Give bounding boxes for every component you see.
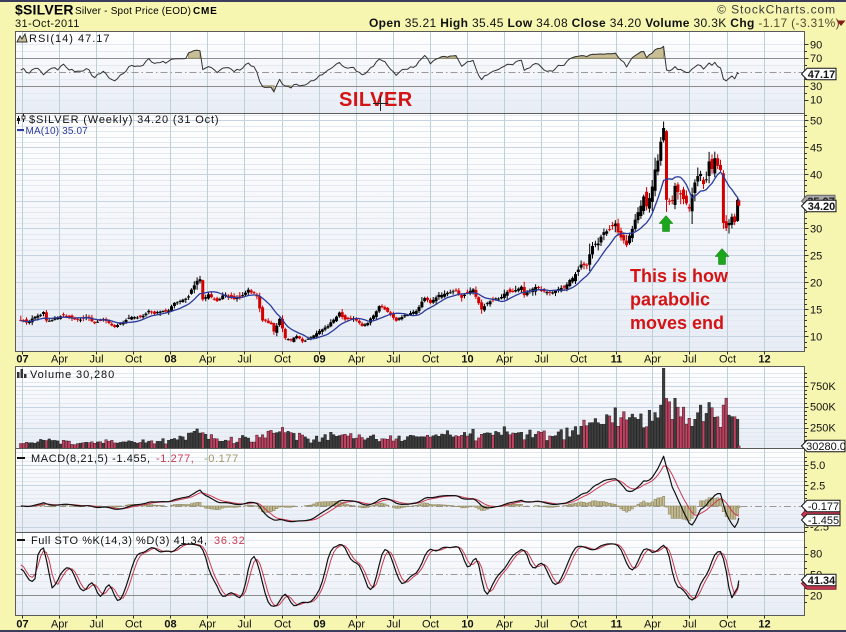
svg-text:Jul: Jul <box>534 619 548 631</box>
svg-text:-0.177: -0.177 <box>808 501 839 513</box>
svg-text:Apr: Apr <box>51 619 68 631</box>
svg-text:Oct: Oct <box>422 354 439 366</box>
svg-text:08: 08 <box>164 619 176 631</box>
svg-text:Oct: Oct <box>719 354 736 366</box>
svg-text:Apr: Apr <box>348 619 365 631</box>
svg-text:Apr: Apr <box>348 354 365 366</box>
svg-text:Oct: Oct <box>125 354 142 366</box>
svg-text:Jul: Jul <box>237 619 251 631</box>
svg-text:MA(10) 35.07: MA(10) 35.07 <box>26 126 89 137</box>
svg-text:Apr: Apr <box>644 354 661 366</box>
svg-text:Apr: Apr <box>644 619 661 631</box>
svg-text:Oct: Oct <box>422 619 439 631</box>
svg-text:11: 11 <box>611 619 623 631</box>
svg-text:09: 09 <box>313 354 325 366</box>
svg-text:-0.177: -0.177 <box>204 453 239 465</box>
svg-text:Apr: Apr <box>496 354 513 366</box>
svg-text:07: 07 <box>16 354 28 366</box>
svg-text:500K: 500K <box>810 402 836 414</box>
svg-text:30: 30 <box>810 81 822 93</box>
svg-text:Apr: Apr <box>199 354 216 366</box>
svg-text:90: 90 <box>810 40 822 52</box>
svg-text:12: 12 <box>758 619 770 631</box>
svg-text:07: 07 <box>16 619 28 631</box>
svg-text:$SILVER: $SILVER <box>15 2 74 18</box>
svg-text:09: 09 <box>313 619 325 631</box>
svg-text:Open 35.21 High 35.45 Low 34.0: Open 35.21 High 35.45 Low 34.08 Close 34… <box>369 16 840 30</box>
svg-text:Jul: Jul <box>386 619 400 631</box>
svg-text:Oct: Oct <box>274 619 291 631</box>
svg-text:$SILVER (Weekly) 34.20 (31 Oct: $SILVER (Weekly) 34.20 (31 Oct) <box>29 114 219 126</box>
svg-text:Jul: Jul <box>534 354 548 366</box>
svg-text:15: 15 <box>810 304 822 316</box>
svg-text:This is how: This is how <box>630 266 729 286</box>
svg-text:47.17: 47.17 <box>808 69 836 81</box>
svg-text:parabolic: parabolic <box>630 290 710 310</box>
svg-text:Oct: Oct <box>274 354 291 366</box>
svg-text:12: 12 <box>758 354 770 366</box>
svg-text:Oct: Oct <box>570 619 587 631</box>
svg-text:750K: 750K <box>810 381 836 393</box>
svg-text:Jul: Jul <box>237 354 251 366</box>
svg-text:41.34: 41.34 <box>808 575 836 587</box>
svg-text:20: 20 <box>810 277 822 289</box>
svg-text:RSI(14) 47.17: RSI(14) 47.17 <box>29 33 110 45</box>
svg-text:Jul: Jul <box>682 354 696 366</box>
svg-text:Jul: Jul <box>89 619 103 631</box>
svg-text:Apr: Apr <box>199 619 216 631</box>
svg-text:Oct: Oct <box>570 354 587 366</box>
svg-text:25: 25 <box>810 250 822 262</box>
svg-text:11: 11 <box>611 354 623 366</box>
svg-text:-1.455: -1.455 <box>808 515 839 527</box>
svg-text:-1.277,: -1.277, <box>156 453 194 465</box>
svg-text:Apr: Apr <box>496 619 513 631</box>
svg-text:Jul: Jul <box>682 619 696 631</box>
svg-text:40: 40 <box>810 169 822 181</box>
svg-text:80: 80 <box>810 549 822 561</box>
svg-text:SILVER: SILVER <box>339 89 413 111</box>
svg-text:Apr: Apr <box>51 354 68 366</box>
svg-text:Oct: Oct <box>719 619 736 631</box>
svg-text:2.5: 2.5 <box>810 480 825 492</box>
svg-text:10: 10 <box>461 354 473 366</box>
svg-text:45: 45 <box>810 142 822 154</box>
svg-text:Volume 30,280: Volume 30,280 <box>30 369 115 381</box>
svg-text:Jul: Jul <box>386 354 400 366</box>
svg-text:50: 50 <box>810 115 822 127</box>
svg-text:5.0: 5.0 <box>810 460 825 472</box>
svg-text:Jul: Jul <box>89 354 103 366</box>
svg-text:MACD(8,21,5) -1.455,: MACD(8,21,5) -1.455, <box>31 453 151 465</box>
svg-text:30: 30 <box>810 223 822 235</box>
svg-text:Silver - Spot Price (EOD): Silver - Spot Price (EOD) <box>75 6 191 17</box>
svg-text:20: 20 <box>810 590 822 602</box>
svg-text:36.32: 36.32 <box>214 535 246 547</box>
svg-text:08: 08 <box>164 354 176 366</box>
svg-text:CME: CME <box>193 6 218 17</box>
svg-text:31-Oct-2011: 31-Oct-2011 <box>15 18 80 30</box>
svg-text:Oct: Oct <box>125 619 142 631</box>
svg-text:Full STO %K(14,3) %D(3) 41.34,: Full STO %K(14,3) %D(3) 41.34, <box>31 535 207 547</box>
svg-text:10: 10 <box>461 619 473 631</box>
svg-text:70: 70 <box>810 53 822 65</box>
svg-text:30280.0: 30280.0 <box>806 441 846 453</box>
svg-text:moves end: moves end <box>630 313 724 333</box>
svg-text:10: 10 <box>810 331 822 343</box>
svg-text:250K: 250K <box>810 423 836 435</box>
svg-text:34.20: 34.20 <box>808 201 836 213</box>
svg-text:© StockCharts.com: © StockCharts.com <box>717 3 836 17</box>
svg-text:10: 10 <box>810 95 822 107</box>
